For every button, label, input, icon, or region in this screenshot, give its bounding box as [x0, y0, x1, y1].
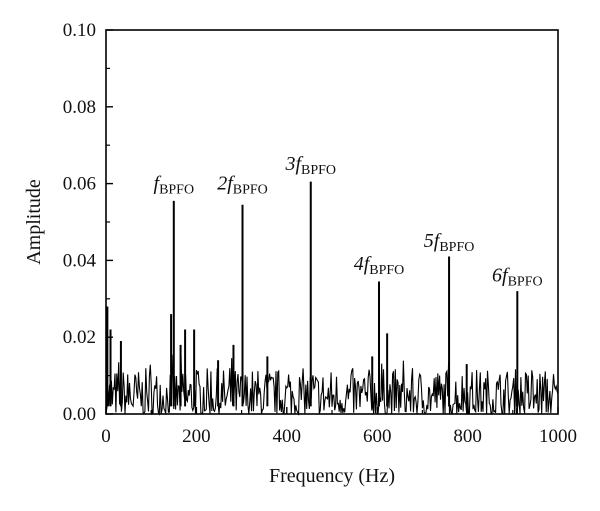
harmonic-annotations: fBPFO 2fBPFO 3fBPFO 4fBPFO 5fBPFO 6fBPFO	[154, 153, 543, 289]
annotation-1: fBPFO	[154, 172, 195, 197]
x-axis-ticks: 0 200 400 600 800 1000	[101, 407, 577, 447]
y-tick-label: 0.10	[63, 20, 96, 41]
annotation-5: 5fBPFO	[424, 230, 475, 255]
x-tick-label: 600	[363, 426, 392, 447]
y-tick-label: 0.00	[63, 404, 96, 425]
annotation-6: 6fBPFO	[492, 265, 543, 290]
x-tick-label: 1000	[539, 426, 577, 447]
annotation-2: 2fBPFO	[217, 172, 268, 197]
annotation-3: 3fBPFO	[284, 153, 336, 178]
y-axis-ticks: 0.00 0.02 0.04 0.06 0.08 0.10	[63, 20, 113, 425]
x-tick-label: 400	[273, 426, 302, 447]
x-tick-label: 800	[453, 426, 482, 447]
y-tick-label: 0.06	[63, 174, 96, 195]
y-axis-title: Amplitude	[23, 179, 45, 265]
x-tick-label: 0	[101, 426, 111, 447]
x-axis-title: Frequency (Hz)	[269, 465, 395, 487]
peak-lines	[106, 181, 519, 407]
y-tick-label: 0.08	[63, 97, 96, 118]
y-tick-label: 0.04	[63, 250, 97, 271]
y-tick-label: 0.02	[63, 327, 96, 348]
annotation-4: 4fBPFO	[354, 253, 405, 278]
x-tick-label: 200	[182, 426, 211, 447]
